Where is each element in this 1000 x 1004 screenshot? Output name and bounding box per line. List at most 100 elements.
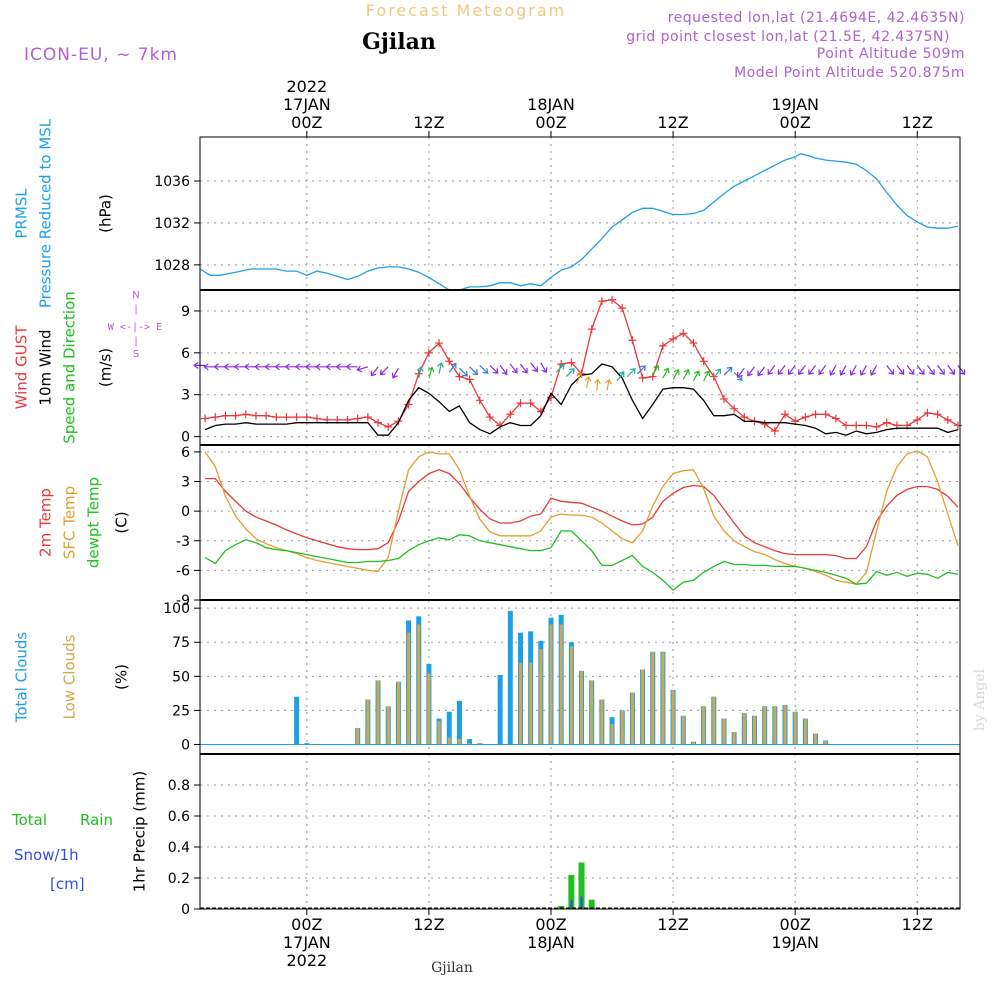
low-cloud-bar bbox=[580, 670, 584, 745]
y-tick-label: -3 bbox=[176, 534, 190, 550]
wind-direction-arrow bbox=[284, 363, 297, 371]
wind-direction-arrow bbox=[896, 365, 905, 376]
snow-bar bbox=[580, 896, 583, 909]
wind-direction-arrow bbox=[223, 363, 236, 371]
wind-direction-arrow bbox=[787, 365, 796, 376]
wind-direction-arrow bbox=[233, 363, 246, 371]
wind-direction-arrow bbox=[616, 371, 625, 382]
wind-direction-arrow bbox=[379, 366, 389, 376]
gust-marker bbox=[679, 329, 688, 338]
wind-direction-arrow bbox=[692, 370, 701, 382]
wind-direction-arrow bbox=[747, 366, 755, 377]
wind-direction-arrow bbox=[859, 365, 867, 376]
wind-direction-arrow bbox=[575, 372, 583, 384]
wind-direction-arrow bbox=[520, 363, 528, 374]
low-cloud-bar bbox=[590, 680, 594, 745]
gust-marker bbox=[455, 372, 464, 381]
wind-direction-arrow bbox=[757, 366, 766, 377]
wind-direction-arrow bbox=[906, 365, 915, 376]
y-tick-label: 3 bbox=[181, 475, 190, 491]
gust-marker bbox=[241, 410, 250, 419]
gust-marker bbox=[638, 373, 647, 382]
y-tick-label: 0.2 bbox=[168, 871, 190, 887]
gust-marker bbox=[699, 357, 708, 366]
gust-marker bbox=[445, 357, 454, 366]
low-cloud-bar bbox=[478, 743, 482, 745]
panel-axis-label: PRMSL bbox=[13, 188, 31, 239]
wind-direction-arrow bbox=[737, 367, 745, 378]
low-cloud-bar bbox=[549, 624, 553, 745]
gust-marker bbox=[587, 325, 596, 334]
compass-south: S bbox=[133, 349, 139, 360]
low-cloud-bar bbox=[732, 732, 736, 745]
watermark: by Angel bbox=[972, 668, 988, 731]
super-title: Forecast Meteogram bbox=[366, 1, 566, 20]
gust-marker bbox=[923, 408, 932, 417]
series-line bbox=[204, 530, 959, 591]
wind-direction-arrow bbox=[274, 363, 287, 371]
y-tick-label: 6 bbox=[181, 445, 190, 461]
legend-snow-unit: [cm] bbox=[50, 875, 85, 893]
wind-direction-arrow bbox=[264, 363, 277, 371]
low-cloud-bar bbox=[407, 632, 411, 745]
low-cloud-bar bbox=[671, 689, 675, 745]
gust-marker bbox=[913, 415, 922, 424]
location-title: Gjilan bbox=[362, 29, 436, 55]
gust-marker bbox=[628, 336, 637, 345]
panel-axis-label: Wind GUST bbox=[13, 325, 31, 410]
wind-direction-arrow bbox=[818, 365, 827, 376]
low-cloud-bar bbox=[702, 706, 706, 745]
bottom-hour-label: 00Z bbox=[535, 915, 566, 934]
wind-direction-arrow bbox=[530, 362, 538, 373]
bottom-hour-label: 12Z bbox=[902, 915, 933, 934]
low-cloud-bar bbox=[427, 673, 431, 745]
gust-marker bbox=[485, 413, 494, 422]
compass-shaft: | bbox=[134, 304, 137, 315]
gust-marker bbox=[374, 418, 383, 427]
gust-marker bbox=[353, 414, 362, 423]
bottom-hour-label: 00Z bbox=[291, 915, 322, 934]
wind-direction-arrow bbox=[437, 362, 444, 374]
gust-marker bbox=[567, 358, 576, 367]
top-hour-label: 00Z bbox=[291, 113, 322, 132]
top-hour-label: 12Z bbox=[902, 113, 933, 132]
panel-axis-label: 2m Temp bbox=[37, 488, 55, 557]
gust-marker bbox=[811, 410, 820, 419]
gust-marker bbox=[821, 410, 830, 419]
gust-marker bbox=[201, 414, 210, 423]
legend-total: Total bbox=[11, 811, 47, 829]
low-cloud-bar bbox=[468, 743, 472, 745]
gust-marker bbox=[781, 410, 790, 419]
low-cloud-bar bbox=[773, 706, 777, 745]
low-cloud-bar bbox=[518, 662, 522, 745]
wind-direction-arrow bbox=[391, 367, 399, 379]
wind-direction-arrow bbox=[294, 363, 307, 371]
gust-marker bbox=[435, 339, 444, 348]
low-cloud-bar bbox=[722, 718, 726, 745]
wind-direction-arrow bbox=[937, 365, 945, 376]
compass-shaft: | bbox=[134, 336, 137, 347]
wind-direction-arrow bbox=[427, 366, 435, 379]
wind-direction-arrow bbox=[947, 365, 955, 376]
y-tick-label: 50 bbox=[172, 669, 190, 685]
panel-axis-label: Pressure Reduced to MSL bbox=[37, 118, 55, 308]
gust-marker bbox=[465, 375, 474, 384]
bottom-hour-label: 00Z bbox=[780, 915, 811, 934]
gust-marker bbox=[882, 418, 891, 427]
y-tick-label: 0 bbox=[181, 737, 190, 753]
wind-direction-arrow bbox=[662, 367, 670, 379]
panel-axis-label: Low Clouds bbox=[61, 634, 79, 719]
gust-marker bbox=[363, 413, 372, 422]
top-date-label: 17JAN bbox=[283, 95, 331, 114]
low-cloud-bar bbox=[356, 728, 360, 745]
gust-marker bbox=[211, 413, 220, 422]
wind-direction-arrow bbox=[723, 366, 733, 376]
wind-direction-arrow bbox=[416, 366, 424, 379]
wind-direction-arrow bbox=[849, 365, 857, 376]
wind-direction-arrow bbox=[886, 365, 894, 376]
rain-bar bbox=[568, 874, 575, 909]
gust-marker bbox=[842, 421, 851, 430]
y-tick-label: 6 bbox=[181, 346, 190, 362]
gust-marker bbox=[770, 427, 779, 436]
wind-direction-arrow bbox=[565, 368, 575, 378]
